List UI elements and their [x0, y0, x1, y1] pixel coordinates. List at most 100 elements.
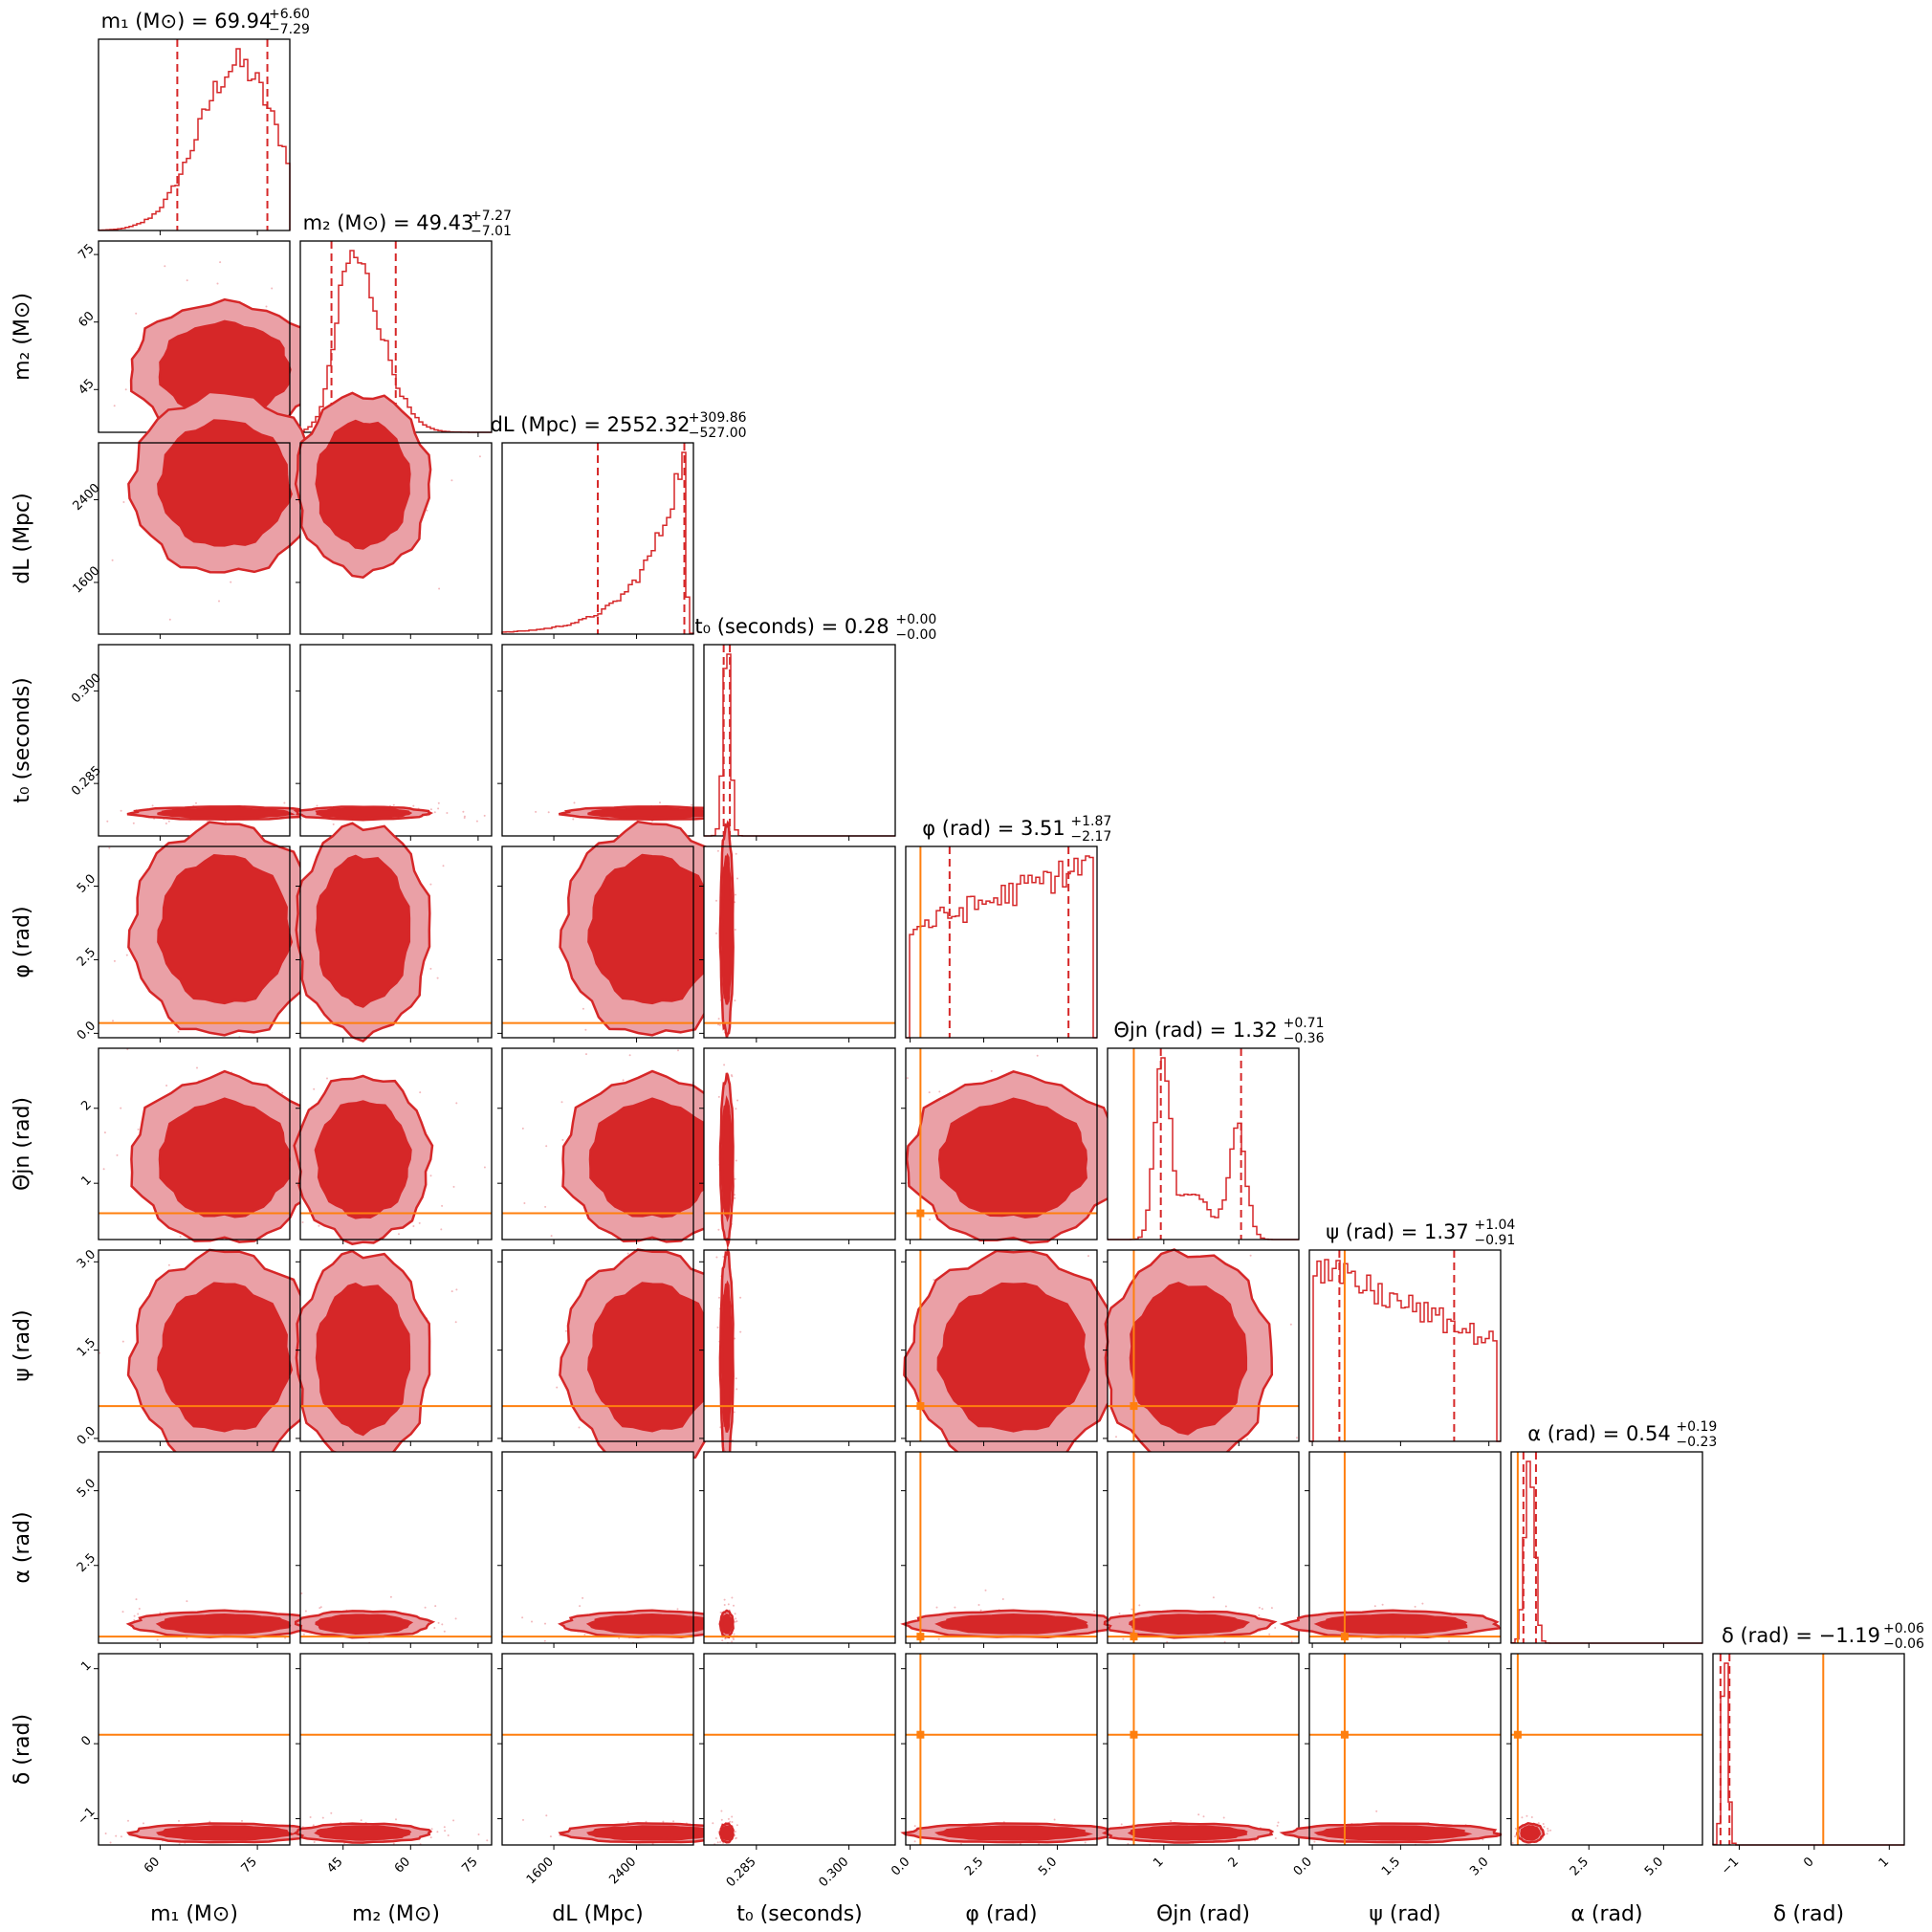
- sample-point: [714, 1837, 717, 1839]
- sample-point: [426, 509, 428, 512]
- sample-point: [549, 1835, 552, 1838]
- contour-inner: [155, 1613, 292, 1635]
- sample-point: [224, 821, 227, 823]
- sample-point: [1514, 1827, 1517, 1830]
- x-tick-label: 0.285: [724, 1855, 759, 1890]
- sample-point: [392, 1842, 395, 1845]
- panel-bg: [300, 1654, 492, 1845]
- sample-point: [321, 1816, 324, 1819]
- contour-inner: [1129, 1614, 1251, 1636]
- sample-point: [723, 1598, 726, 1601]
- sample-point: [1084, 1841, 1087, 1844]
- panel-t0-vs-m2: [293, 644, 493, 841]
- sample-point: [209, 1820, 211, 1823]
- sample-point: [715, 932, 717, 934]
- sample-point: [108, 846, 111, 849]
- hist-dL: [501, 451, 694, 634]
- panel-bg: [704, 1654, 895, 1845]
- sample-point: [120, 1107, 122, 1109]
- sample-point: [522, 1818, 524, 1821]
- truth-point: [1130, 1730, 1138, 1739]
- sample-point: [412, 804, 415, 807]
- sample-point: [486, 1839, 489, 1842]
- sample-point: [1537, 1822, 1540, 1825]
- sample-point: [442, 865, 445, 867]
- hist-psi: [1309, 1259, 1501, 1442]
- x-tick-label: 2400: [606, 1855, 639, 1887]
- y-axis-label-psi: ψ (rad): [11, 1309, 34, 1381]
- panel-bg: [300, 645, 492, 836]
- x-tick-label: 3.0: [1467, 1855, 1491, 1878]
- panel-bg: [99, 39, 290, 231]
- sample-point: [579, 1605, 582, 1608]
- sample-point: [1511, 1842, 1514, 1844]
- sample-point: [156, 1638, 159, 1641]
- sample-point: [446, 812, 449, 814]
- sample-point: [677, 1049, 679, 1052]
- sample-point: [1093, 1610, 1096, 1613]
- sample-point: [933, 1279, 935, 1282]
- sample-point: [429, 883, 432, 886]
- sample-point: [572, 818, 575, 821]
- sample-point: [560, 1101, 563, 1104]
- truth-point: [916, 1730, 925, 1739]
- x-tick-label: 2: [1226, 1855, 1241, 1870]
- panel-frame: [703, 1047, 896, 1240]
- sample-point: [452, 1819, 455, 1822]
- sample-point: [1261, 1608, 1263, 1611]
- sample-point: [120, 1835, 122, 1838]
- sample-point: [718, 1296, 720, 1299]
- panel-frame: [501, 442, 694, 635]
- sample-point: [1296, 1437, 1298, 1439]
- panel-frame: [1107, 1451, 1300, 1644]
- sample-point: [437, 801, 440, 804]
- panel-bg: [1108, 1048, 1299, 1240]
- sample-point: [1277, 1821, 1280, 1824]
- sample-point: [1313, 1840, 1316, 1843]
- panel-frame: [1107, 1249, 1300, 1442]
- sample-point: [521, 1616, 524, 1619]
- panel-frame: [501, 1653, 694, 1846]
- panel-delta-vs-phi: 0.0 2.5 5.0: [889, 1653, 1123, 1878]
- sample-point: [719, 1611, 722, 1614]
- panel-frame: [1308, 1451, 1502, 1644]
- x-tick-label: 1600: [524, 1855, 557, 1887]
- sample-point: [429, 967, 432, 970]
- sample-point: [436, 1831, 439, 1833]
- sample-point: [1001, 1598, 1004, 1600]
- truth-point: [1130, 1633, 1138, 1641]
- panel-frame: [299, 1653, 493, 1846]
- panel-frame: [299, 644, 493, 837]
- sample-point: [1246, 1438, 1249, 1440]
- sample-point: [1122, 1637, 1125, 1640]
- sample-point: [1202, 1815, 1205, 1818]
- sample-point: [582, 1007, 584, 1010]
- sample-point: [977, 1604, 980, 1606]
- y-tick-label: 1: [78, 1173, 94, 1188]
- x-tick-label: 75: [459, 1855, 480, 1876]
- panel-frame: [703, 845, 896, 1039]
- panel-bg: [99, 1654, 290, 1845]
- sample-point: [1131, 1608, 1133, 1611]
- sample-point: [1549, 1829, 1552, 1832]
- sample-point: [392, 803, 395, 806]
- sample-point: [271, 287, 274, 290]
- sample-point: [1170, 1819, 1173, 1822]
- title-plus: +7.27: [471, 209, 512, 224]
- contour-inner: [720, 1280, 733, 1433]
- sample-point: [124, 388, 127, 391]
- sample-point: [735, 1159, 737, 1162]
- sample-point: [736, 877, 738, 880]
- sample-point: [1118, 1613, 1121, 1614]
- contour-inner: [157, 1282, 294, 1433]
- panel-bg: [1511, 1452, 1702, 1643]
- title-dL: dL (Mpc) = 2552.32: [491, 413, 691, 436]
- y-tick-label: 0: [78, 1733, 94, 1748]
- title-minus: −0.36: [1284, 1031, 1325, 1046]
- sample-point: [731, 1438, 734, 1441]
- sample-point: [186, 1600, 188, 1603]
- panel-alpha-vs-psi: [1279, 1451, 1502, 1648]
- sample-point: [735, 1108, 737, 1110]
- panel-frame: [501, 644, 694, 837]
- sample-point: [186, 279, 188, 282]
